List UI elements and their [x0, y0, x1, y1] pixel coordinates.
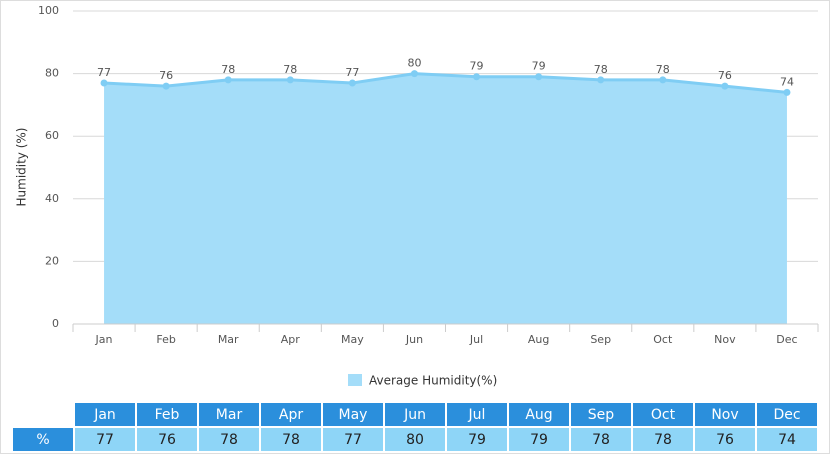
value-cell [633, 428, 693, 451]
x-tick-label: May [341, 333, 364, 346]
value-text: 77 [96, 432, 114, 448]
header-text: Jul [468, 407, 486, 423]
value-text: 79 [468, 432, 486, 448]
header-cell [571, 403, 631, 426]
y-tick-label: 20 [45, 254, 59, 267]
point [659, 76, 667, 84]
value-text: 77 [344, 432, 362, 448]
header-cell [447, 403, 507, 426]
value-text: 74 [778, 432, 796, 448]
value-text: 76 [716, 432, 734, 448]
area [104, 73, 787, 324]
point [224, 76, 232, 84]
value-text: 80 [406, 432, 424, 448]
y-tick-label: 100 [38, 4, 59, 17]
header-text: Feb [155, 407, 180, 423]
line [103, 72, 788, 94]
data-label: 76 [159, 69, 173, 82]
point [410, 70, 418, 78]
value-text: 78 [654, 432, 672, 448]
x-tick-label: Apr [281, 333, 301, 346]
header-text: Jan [93, 407, 116, 423]
data-label: 76 [718, 69, 732, 82]
value-cell [385, 428, 445, 451]
header-cell [695, 403, 755, 426]
value-text: 78 [220, 432, 238, 448]
header-text: Aug [525, 407, 552, 423]
data-label: 78 [283, 63, 297, 76]
value-cell [695, 428, 755, 451]
value-cell [261, 428, 321, 451]
data-label: 78 [221, 63, 235, 76]
y-axis-label: Humidity (%) [15, 128, 29, 207]
value-cell [199, 428, 259, 451]
value-cell [137, 428, 197, 451]
value-text: 78 [282, 432, 300, 448]
row-label: % [36, 432, 49, 448]
point [783, 88, 791, 96]
data-label: 78 [656, 63, 670, 76]
value-text: 79 [530, 432, 548, 448]
value-text: 78 [592, 432, 610, 448]
x-tick-label: Jun [405, 333, 423, 346]
x-tick-label: Oct [653, 333, 673, 346]
header-text: Sep [588, 407, 615, 423]
legend-label: Average Humidity(%) [369, 374, 497, 388]
x-tick-label: Aug [528, 333, 549, 346]
data-label: 77 [97, 66, 111, 79]
value-cell [571, 428, 631, 451]
header-text: Oct [651, 407, 676, 423]
header-cell [757, 403, 817, 426]
data-label: 77 [345, 66, 359, 79]
point [597, 76, 605, 84]
point [721, 82, 729, 90]
point [286, 76, 294, 84]
x-tick-label: Dec [776, 333, 797, 346]
header-cell [261, 403, 321, 426]
value-cell [447, 428, 507, 451]
header-text: Dec [773, 407, 800, 423]
header-cell [633, 403, 693, 426]
x-tick-label: Mar [218, 333, 239, 346]
header-text: Jun [403, 407, 426, 423]
header-cell [385, 403, 445, 426]
header-cell [199, 403, 259, 426]
x-tick-label: Nov [714, 333, 736, 346]
y-tick-label: 80 [45, 67, 59, 80]
data-label: 80 [407, 57, 421, 70]
x-tick-label: Feb [156, 333, 175, 346]
x-tick-label: Sep [590, 333, 611, 346]
header-text: Apr [279, 407, 303, 423]
point [348, 79, 356, 87]
value-cell [509, 428, 569, 451]
value-cell [323, 428, 383, 451]
point [162, 82, 170, 90]
header-cell [323, 403, 383, 426]
value-cell [757, 428, 817, 451]
point [473, 73, 481, 81]
y-tick-label: 40 [45, 192, 59, 205]
y-tick-label: 0 [52, 317, 59, 330]
y-tick-label: 60 [45, 129, 59, 142]
value-text: 76 [158, 432, 176, 448]
header-text: May [339, 407, 368, 423]
data-label: 78 [594, 63, 608, 76]
point [100, 79, 108, 87]
x-tick-label: Jul [469, 333, 483, 346]
header-text: Nov [711, 407, 738, 423]
data-label: 79 [470, 60, 484, 73]
point [535, 73, 543, 81]
data-label: 79 [532, 60, 546, 73]
header-cell [75, 403, 135, 426]
x-tick-label: Jan [95, 333, 113, 346]
value-cell [75, 428, 135, 451]
header-cell [509, 403, 569, 426]
legend-swatch [348, 374, 362, 386]
data-label: 74 [780, 75, 794, 88]
row-label-cell [13, 428, 73, 451]
header-cell [137, 403, 197, 426]
header-text: Mar [216, 407, 243, 423]
